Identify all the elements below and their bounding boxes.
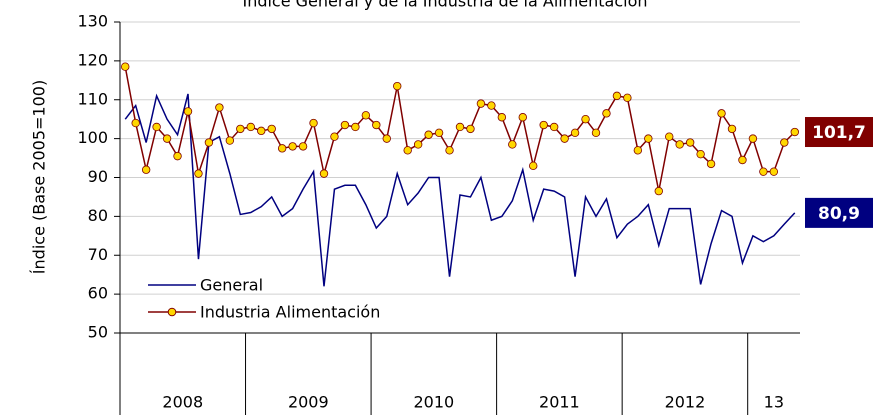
marker [497, 113, 507, 122]
marker [759, 167, 768, 176]
legend-label: Industria Alimentación [200, 303, 380, 322]
marker [602, 109, 611, 118]
x-tick-label: 2011 [539, 393, 580, 412]
x-tick-label: 2010 [413, 393, 454, 412]
marker [748, 134, 758, 143]
marker [309, 118, 318, 128]
marker [413, 140, 423, 149]
marker [476, 99, 486, 108]
marker [455, 122, 465, 132]
marker [204, 138, 214, 147]
marker [466, 124, 475, 134]
x-tick-label: 2008 [162, 393, 203, 412]
marker [518, 113, 527, 122]
marker [225, 136, 235, 145]
marker [508, 140, 517, 149]
y-tick-label: 60 [88, 284, 108, 303]
marker [393, 81, 402, 91]
marker [780, 138, 789, 147]
marker [644, 134, 653, 143]
x-tick-label: 13 [764, 393, 784, 412]
marker [581, 114, 590, 124]
marker [570, 128, 580, 137]
marker [560, 134, 569, 143]
marker [141, 165, 151, 174]
marker [246, 122, 255, 132]
marker [434, 128, 444, 137]
marker [623, 93, 632, 103]
marker [121, 62, 130, 71]
marker [236, 124, 245, 134]
y-tick-label: 120 [77, 50, 108, 69]
marker [717, 109, 726, 118]
y-tick-label: 70 [88, 245, 108, 264]
y-tick-label: 110 [77, 89, 108, 108]
marker [277, 144, 287, 153]
value-label: 101,7 [812, 123, 866, 143]
y-tick-label: 80 [88, 206, 108, 225]
legend-marker [167, 307, 177, 317]
marker [319, 169, 329, 178]
y-tick-label: 130 [77, 12, 108, 31]
marker [790, 127, 799, 137]
marker [372, 120, 381, 130]
marker [539, 120, 548, 130]
value-label: 80,9 [818, 204, 860, 224]
marker [173, 151, 182, 161]
y-tick-label: 50 [88, 323, 108, 342]
marker [612, 91, 622, 101]
marker [351, 122, 360, 132]
marker [298, 142, 308, 151]
marker [549, 122, 559, 132]
marker [330, 132, 339, 141]
marker [591, 128, 601, 137]
value-label-box [805, 117, 873, 148]
y-tick-label: 100 [77, 128, 108, 147]
marker [633, 146, 643, 155]
chart-title: Índice General y de la Industria de la A… [242, 0, 647, 11]
marker [215, 103, 224, 112]
value-label-box [805, 197, 873, 228]
marker [162, 134, 172, 143]
marker [257, 126, 266, 136]
marker [288, 142, 297, 151]
marker [529, 161, 538, 171]
marker [361, 111, 371, 120]
x-tick-label: 2012 [665, 393, 706, 412]
marker [445, 146, 454, 155]
marker [267, 124, 276, 134]
marker [696, 149, 705, 159]
marker [654, 186, 663, 196]
marker [706, 159, 716, 169]
y-tick-label: 90 [88, 167, 108, 186]
marker [675, 140, 684, 149]
marker [194, 169, 203, 178]
marker [183, 107, 193, 116]
marker [665, 132, 674, 141]
marker [727, 124, 737, 134]
y-axis-label: Índice (Base 2005=100) [30, 80, 49, 274]
marker [403, 146, 412, 155]
marker [131, 118, 140, 128]
marker [685, 138, 695, 147]
marker [424, 130, 433, 139]
legend-label: General [200, 276, 263, 295]
marker [340, 120, 350, 130]
marker [738, 155, 747, 165]
marker [382, 134, 391, 143]
x-tick-label: 2009 [288, 393, 329, 412]
marker [152, 122, 161, 132]
series-line [124, 93, 796, 287]
marker [487, 101, 496, 110]
marker [769, 167, 779, 176]
